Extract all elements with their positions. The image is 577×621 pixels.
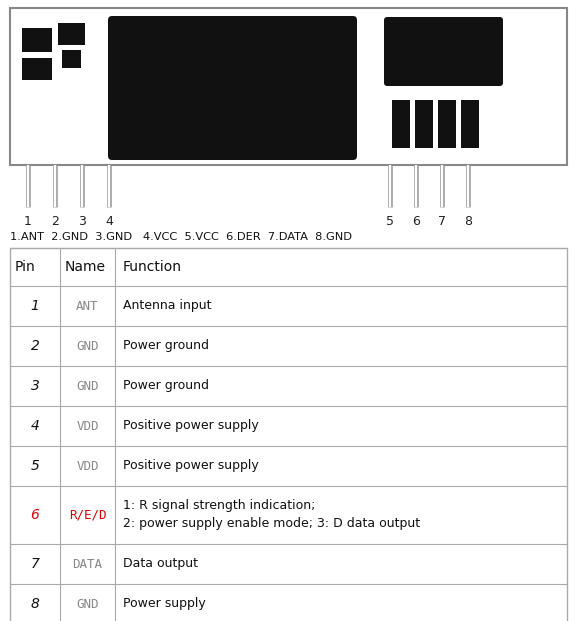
Text: 1: 1 (31, 299, 39, 313)
Text: GND: GND (76, 379, 99, 392)
Text: 5: 5 (31, 459, 39, 473)
Text: 1: R signal strength indication;
2: power supply enable mode; 3: D data output: 1: R signal strength indication; 2: powe… (123, 499, 420, 530)
Text: R/E/D: R/E/D (69, 509, 106, 522)
Text: 1: 1 (24, 215, 32, 228)
Text: GND: GND (76, 597, 99, 610)
Bar (22, 28, 52, 52)
Text: 3: 3 (31, 379, 39, 393)
Text: Power ground: Power ground (123, 340, 209, 353)
Text: Data output: Data output (123, 558, 198, 571)
Text: 8: 8 (464, 215, 472, 228)
FancyBboxPatch shape (384, 17, 503, 86)
Text: 6: 6 (412, 215, 420, 228)
Text: Positive power supply: Positive power supply (123, 460, 258, 473)
Bar (392, 100, 410, 148)
Text: GND: GND (76, 340, 99, 353)
Polygon shape (330, 370, 530, 530)
Text: 5: 5 (386, 215, 394, 228)
Text: Function: Function (123, 260, 182, 274)
FancyBboxPatch shape (108, 16, 357, 160)
Text: Pin: Pin (15, 260, 36, 274)
Text: Positive power supply: Positive power supply (123, 420, 258, 432)
Text: 2: 2 (51, 215, 59, 228)
Text: 3: 3 (78, 215, 86, 228)
Bar (438, 100, 456, 148)
Text: Power supply: Power supply (123, 597, 206, 610)
Text: VDD: VDD (76, 460, 99, 473)
Bar (10, 248, 567, 621)
Text: 4: 4 (105, 215, 113, 228)
Bar (62, 50, 81, 68)
Bar (10, 8, 567, 165)
Text: Power ground: Power ground (123, 379, 209, 392)
Polygon shape (100, 295, 360, 495)
Text: 7: 7 (438, 215, 446, 228)
Text: Name: Name (65, 260, 106, 274)
Bar (22, 58, 52, 80)
Text: 2: 2 (31, 339, 39, 353)
Text: Antenna input: Antenna input (123, 299, 212, 312)
Bar (415, 100, 433, 148)
Text: 6: 6 (31, 508, 39, 522)
Text: 8: 8 (31, 597, 39, 611)
Text: VDD: VDD (76, 420, 99, 432)
Text: ANT: ANT (76, 299, 99, 312)
Bar (58, 23, 85, 45)
Text: 7: 7 (31, 557, 39, 571)
Text: 1.ANT  2.GND  3.GND   4.VCC  5.VCC  6.DER  7.DATA  8.GND: 1.ANT 2.GND 3.GND 4.VCC 5.VCC 6.DER 7.DA… (10, 232, 352, 242)
Text: DATA: DATA (73, 558, 103, 571)
Text: 4: 4 (31, 419, 39, 433)
Bar (461, 100, 479, 148)
